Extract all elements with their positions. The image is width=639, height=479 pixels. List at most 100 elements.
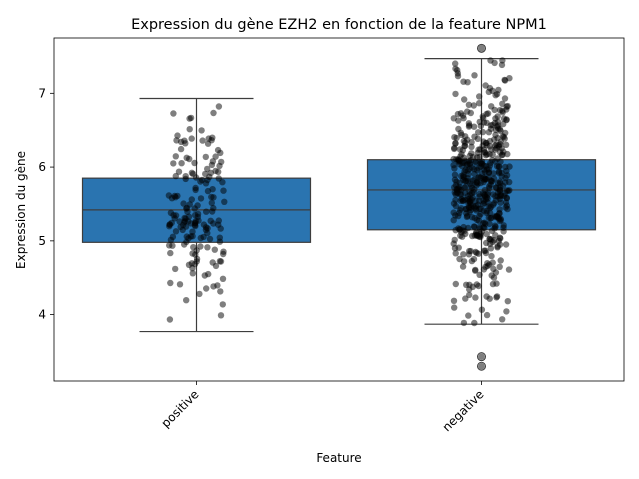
strip-point <box>454 72 462 80</box>
strip-point <box>180 200 187 207</box>
strip-point <box>502 241 510 248</box>
strip-point <box>465 312 472 319</box>
strip-point <box>486 162 494 169</box>
strip-point <box>186 115 193 122</box>
strip-point <box>208 193 215 201</box>
strip-point <box>212 167 219 175</box>
strip-point <box>451 165 458 172</box>
strip-point <box>485 88 492 96</box>
strip-point <box>501 76 508 84</box>
strip-point <box>172 265 179 273</box>
strip-point <box>489 259 496 266</box>
strip-point <box>502 204 509 211</box>
strip-point <box>218 158 225 166</box>
strip-point <box>490 274 498 281</box>
strip-point <box>450 155 457 163</box>
strip-point <box>182 140 189 147</box>
strip-point <box>168 219 175 227</box>
strip-point <box>470 255 478 263</box>
strip-point <box>456 183 463 191</box>
strip-point <box>473 249 480 256</box>
strip-point <box>452 60 459 67</box>
strip-point <box>495 86 502 94</box>
strip-point <box>165 192 173 199</box>
strip-point <box>452 140 459 147</box>
strip-point <box>455 125 462 133</box>
strip-point <box>489 156 496 164</box>
strip-point <box>483 230 490 238</box>
strip-point <box>473 154 481 161</box>
strip-point <box>482 249 490 257</box>
strip-point <box>497 215 504 222</box>
strip-point <box>500 115 508 122</box>
strip-point <box>452 250 459 257</box>
strip-point <box>191 260 199 268</box>
strip-point <box>469 283 476 290</box>
strip-point <box>504 298 511 305</box>
strip-point <box>166 316 174 323</box>
strip-point <box>456 226 463 233</box>
strip-point <box>474 180 482 187</box>
strip-point <box>486 220 493 227</box>
strip-point <box>219 275 227 282</box>
strip-point <box>183 233 190 240</box>
strip-point <box>501 135 508 142</box>
strip-point <box>172 172 179 180</box>
strip-point <box>476 100 483 107</box>
strip-point <box>183 297 190 304</box>
strip-point <box>461 189 469 197</box>
strip-point <box>469 184 476 191</box>
strip-point <box>486 184 493 192</box>
strip-point <box>463 161 470 169</box>
strip-point <box>178 160 185 167</box>
strip-point <box>216 234 223 241</box>
x-tick-label: negative <box>440 387 487 434</box>
strip-point <box>183 238 190 246</box>
strip-point <box>452 90 459 98</box>
strip-point <box>451 171 459 178</box>
strip-point <box>502 129 509 137</box>
strip-point <box>455 117 462 124</box>
strip-point <box>189 270 196 277</box>
strip-point <box>217 258 225 265</box>
strip-point <box>459 263 467 270</box>
strip-point <box>452 280 459 288</box>
strip-point <box>473 207 480 214</box>
strip-point <box>451 145 458 153</box>
y-tick-label: 6 <box>38 160 46 174</box>
y-tick-label: 5 <box>38 234 46 248</box>
strip-point <box>463 213 471 221</box>
strip-point <box>489 280 497 288</box>
strip-point <box>209 134 216 141</box>
box-group-negative <box>366 43 597 371</box>
strip-point <box>506 178 513 186</box>
y-tick-label: 7 <box>38 86 46 100</box>
strip-point <box>201 272 208 279</box>
strip-point <box>186 126 193 133</box>
strip-point <box>468 143 475 150</box>
strip-point <box>505 266 513 273</box>
strip-point <box>487 245 495 252</box>
strip-point <box>465 199 472 206</box>
strip-point <box>450 209 457 216</box>
strip-point <box>196 290 203 298</box>
strip-point <box>499 100 506 108</box>
strip-point <box>464 79 471 86</box>
strip-point <box>219 179 226 186</box>
strip-point <box>197 195 205 202</box>
outlier-point <box>477 361 486 371</box>
strip-point <box>476 190 483 198</box>
strip-point <box>479 113 486 120</box>
strip-point <box>466 247 473 255</box>
strip-point <box>496 193 503 200</box>
strip-point <box>173 137 180 144</box>
strip-point <box>208 199 215 207</box>
strip-point <box>220 187 227 194</box>
strip-point <box>192 211 199 219</box>
strip-point <box>460 154 468 161</box>
strip-point <box>500 120 507 128</box>
strip-point <box>189 228 196 235</box>
strip-point <box>183 205 190 212</box>
strip-point <box>203 208 210 215</box>
strip-point <box>495 143 503 151</box>
